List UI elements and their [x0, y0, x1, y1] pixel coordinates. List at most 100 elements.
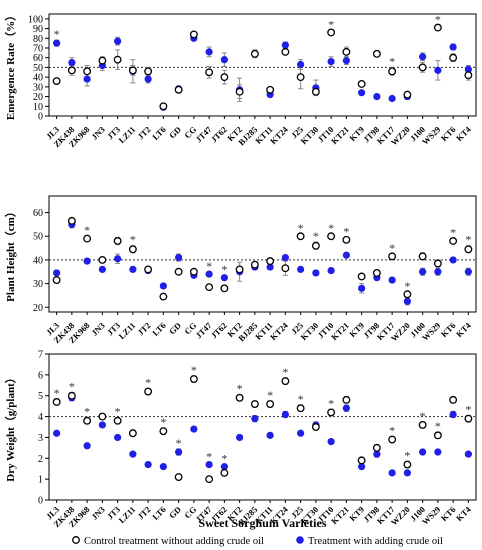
control-point [418, 252, 427, 261]
treatment-point [297, 60, 305, 69]
y-tick-label: 20 [33, 92, 43, 103]
control-point [327, 408, 336, 417]
y-tick-label: 40 [33, 255, 43, 266]
treatment-point [434, 448, 442, 456]
x-tick-label: JN3 [89, 124, 106, 141]
control-point [281, 377, 290, 386]
control-point [403, 90, 412, 99]
y-tick-label: 30 [33, 279, 43, 290]
significance-star: * [404, 448, 410, 462]
x-tick-label: LZ11 [117, 320, 138, 341]
significance-star: * [465, 233, 471, 247]
y-tick-label: 60 [33, 208, 43, 219]
control-point [266, 400, 275, 409]
treatment-point [98, 421, 106, 429]
panel-1: 0102030405060708090100JL3ZK438ZK968JN3JT… [4, 10, 477, 149]
control-point [52, 398, 61, 406]
legend-treatment-marker [296, 536, 304, 544]
significance-star: * [221, 452, 227, 466]
control-point [464, 71, 473, 80]
treatment-point [159, 463, 167, 471]
x-tick-label: JN3 [89, 504, 106, 521]
control-point [205, 283, 214, 292]
significance-star: * [313, 229, 319, 243]
treatment-point [175, 253, 183, 262]
significance-star: * [298, 221, 304, 235]
x-tick-label: KT6 [439, 320, 458, 339]
control-point [67, 391, 76, 400]
control-point [205, 475, 214, 484]
control-point [159, 292, 168, 301]
control-point [464, 414, 473, 423]
x-tick-label: LZ11 [117, 504, 138, 525]
treatment-point [144, 460, 152, 469]
treatment-point [53, 39, 61, 47]
treatment-point [53, 429, 61, 437]
control-point [250, 49, 259, 58]
treatment-point [114, 433, 122, 442]
treatment-point [68, 58, 76, 67]
control-point [189, 30, 198, 39]
plot-frame [48, 195, 477, 313]
significance-star: * [282, 365, 288, 379]
control-point [464, 245, 473, 254]
significance-star: * [206, 259, 212, 273]
x-tick-label: JT2 [135, 124, 152, 141]
treatment-point [297, 429, 305, 437]
control-point [128, 66, 137, 75]
significance-star: * [328, 396, 334, 410]
y-tick-label: 0 [38, 112, 43, 123]
treatment-point [464, 268, 472, 276]
control-point [159, 427, 168, 436]
treatment-point [236, 433, 244, 442]
significance-star: * [54, 386, 60, 400]
treatment-point [98, 265, 106, 273]
significance-star: * [465, 403, 471, 417]
treatment-point [159, 282, 167, 290]
x-tick-label: LZ11 [117, 124, 138, 145]
treatment-point [114, 37, 122, 45]
control-point [220, 73, 229, 82]
control-point [128, 429, 137, 438]
x-tick-label: KT6 [439, 124, 458, 143]
treatment-point [205, 460, 213, 469]
treatment-point [327, 57, 335, 66]
x-tick-label: JT2 [135, 320, 152, 337]
control-point [281, 264, 290, 273]
y-tick-label: 7 [38, 350, 43, 361]
control-point [113, 237, 122, 245]
control-point [388, 435, 397, 444]
treatment-point [464, 450, 472, 458]
y-tick-label: 10 [33, 102, 43, 113]
significance-star: * [389, 241, 395, 255]
y-tick-label: 40 [33, 73, 43, 84]
y-tick-label: 4 [38, 412, 43, 423]
treatment-point [297, 265, 305, 273]
control-point [388, 252, 397, 261]
treatment-point [83, 442, 91, 450]
control-point [342, 395, 351, 404]
control-point [205, 68, 214, 77]
x-tick-label: KT24 [268, 320, 290, 342]
legend: Control treatment without adding crude o… [72, 536, 443, 547]
significance-star: * [267, 388, 273, 402]
y-tick-label: 50 [33, 63, 43, 74]
treatment-point [251, 415, 259, 423]
control-point [342, 47, 351, 56]
control-point [296, 232, 305, 241]
y-tick-label: 30 [33, 82, 43, 93]
x-tick-label: KT4 [454, 124, 473, 143]
control-point [296, 404, 305, 413]
y-tick-label: 90 [33, 24, 43, 35]
significance-star: * [328, 18, 334, 32]
control-point [52, 276, 61, 284]
control-point [67, 216, 76, 225]
control-point [403, 460, 412, 469]
treatment-point [83, 75, 91, 83]
treatment-point [327, 266, 335, 275]
treatment-point [220, 274, 228, 282]
treatment-point [190, 425, 198, 433]
control-point [311, 87, 320, 96]
significance-star: * [206, 449, 212, 463]
